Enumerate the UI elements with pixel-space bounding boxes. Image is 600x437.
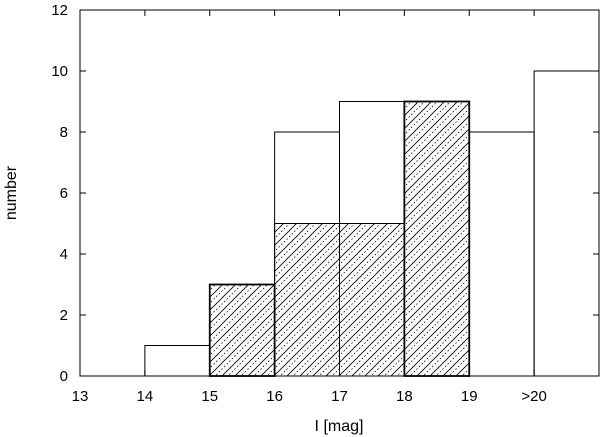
x-tick-label: 17 [331, 388, 348, 405]
y-tick-label: 0 [60, 368, 68, 385]
hatched-bar [403, 101, 470, 377]
ticks-layer: 13 14 15 16 17 18 19 >20 0 2 4 6 8 10 12 [51, 2, 599, 405]
y-axis-label: number [3, 165, 20, 220]
x-tick-label: 16 [266, 388, 283, 405]
hatched-bar [274, 223, 340, 377]
x-tick-label: 19 [461, 388, 478, 405]
x-tick-label: 14 [137, 388, 154, 405]
y-tick-label: 4 [60, 246, 68, 263]
y-tick-label: 6 [60, 185, 68, 202]
x-tick-label: >20 [521, 388, 546, 405]
x-tick-label: 18 [396, 388, 413, 405]
y-tick-label: 2 [60, 307, 68, 324]
hatched-bar [209, 284, 276, 377]
y-tick-label: 10 [51, 63, 68, 80]
x-tick-label: 13 [72, 388, 89, 405]
x-tick-label: 15 [201, 388, 218, 405]
x-axis-label: I [mag] [315, 418, 364, 435]
bars-layer [144, 70, 600, 377]
y-tick-label: 8 [60, 124, 68, 141]
y-tick-label: 12 [51, 2, 68, 19]
hatched-bar [339, 223, 405, 377]
